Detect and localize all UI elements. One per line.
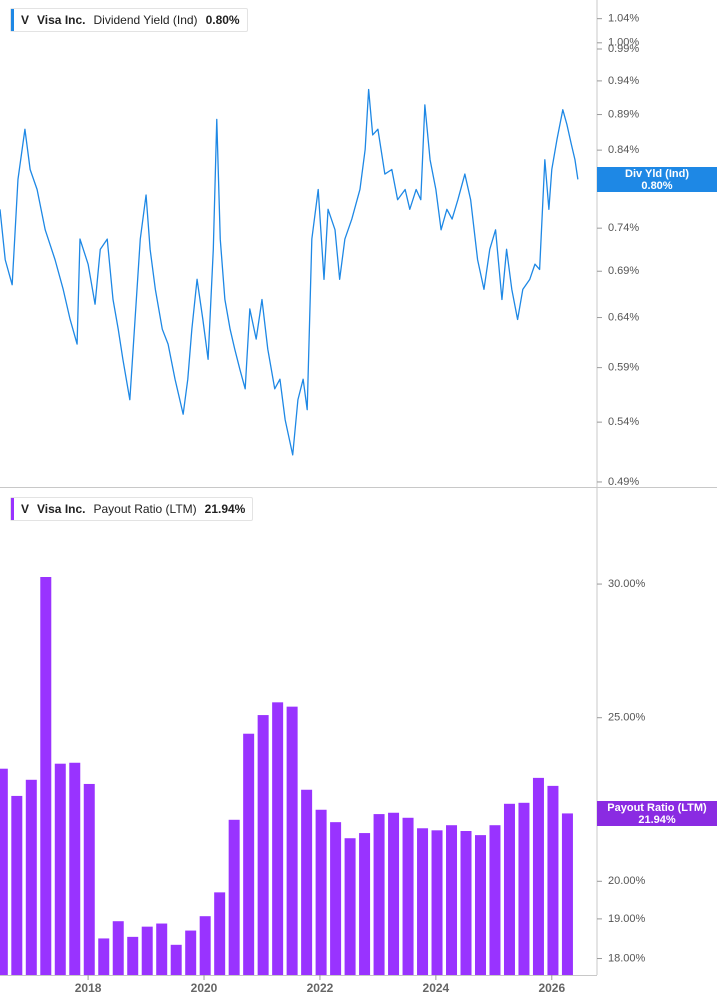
bar <box>141 926 153 975</box>
bar <box>532 777 544 975</box>
bar <box>112 921 124 975</box>
legend: V Visa Inc. Payout Ratio (LTM) 21.94% <box>10 497 254 521</box>
legend-company: Visa Inc. <box>37 13 86 27</box>
line-series <box>0 88 579 456</box>
bar-plot <box>0 577 573 975</box>
badge-value: 21.94% <box>638 813 676 826</box>
y-tick-label: 30.00% <box>608 578 646 590</box>
y-tick-label: 19.00% <box>608 913 646 925</box>
y-tick-label: 25.00% <box>608 712 646 724</box>
bar <box>40 577 52 975</box>
axes: 1.04%1.00%0.99%0.94%0.89%0.84%0.79%0.74%… <box>75 13 646 996</box>
bar <box>199 916 211 975</box>
bar <box>547 785 559 975</box>
bar <box>503 803 515 975</box>
bar <box>446 825 458 975</box>
x-tick-label: 2022 <box>307 981 334 995</box>
bar <box>474 835 486 975</box>
legend-swatch <box>11 498 14 520</box>
bar <box>272 702 284 975</box>
bar <box>11 795 23 975</box>
y-tick-label: 0.74% <box>608 222 639 234</box>
bar <box>286 706 298 975</box>
bar <box>460 831 472 975</box>
bar <box>127 936 139 975</box>
y-tick-label: 1.00% <box>608 37 639 49</box>
legend-ticker: V <box>21 502 30 516</box>
bar <box>214 892 226 975</box>
y-tick-label: 1.04% <box>608 13 639 25</box>
bar <box>417 828 429 975</box>
x-tick-label: 2024 <box>423 981 450 995</box>
badge-value: 0.80% <box>641 179 673 192</box>
bar <box>69 762 81 975</box>
bar <box>315 809 327 975</box>
y-tick-label: 0.49% <box>608 476 639 488</box>
x-tick-label: 2020 <box>191 981 218 995</box>
last-value-badge: Payout Ratio (LTM) 21.94% <box>597 800 717 826</box>
bar <box>83 783 95 975</box>
legend-series: Dividend Yield (Ind) <box>93 13 198 27</box>
y-tick-label: 20.00% <box>608 875 646 887</box>
bar <box>402 817 414 975</box>
bar <box>98 938 110 975</box>
y-tick-label: 0.84% <box>608 144 639 156</box>
bar <box>54 763 66 975</box>
y-tick-label: 0.94% <box>608 75 639 87</box>
bar <box>388 812 400 975</box>
legend-value: 21.94% <box>204 502 246 516</box>
y-tick-label: 0.99% <box>608 43 639 55</box>
y-tick-label: 0.59% <box>608 362 639 374</box>
bar <box>257 715 269 975</box>
x-tick-label: 2026 <box>538 981 565 995</box>
y-tick-label: 18.00% <box>608 952 646 964</box>
bar <box>228 819 240 975</box>
bar <box>170 944 182 975</box>
bar <box>373 814 385 975</box>
bar <box>301 789 313 975</box>
legend: V Visa Inc. Dividend Yield (Ind) 0.80% <box>10 8 248 32</box>
bar <box>359 833 371 975</box>
bar <box>25 779 37 975</box>
legend-swatch <box>11 9 14 31</box>
y-tick-label: 0.69% <box>608 265 639 277</box>
legend-value: 0.80% <box>205 13 240 27</box>
badge-title: Payout Ratio (LTM) <box>607 801 707 814</box>
legend-company: Visa Inc. <box>37 502 86 516</box>
y-tick-label: 0.89% <box>608 108 639 120</box>
bar <box>243 733 255 975</box>
bar <box>156 923 168 975</box>
line-plot <box>0 88 579 456</box>
bar <box>518 802 530 975</box>
legend-ticker: V <box>21 13 30 27</box>
bar <box>489 825 501 975</box>
bar <box>0 768 8 975</box>
bar <box>185 930 197 975</box>
y-tick-label: 0.64% <box>608 311 639 323</box>
badge-title: Div Yld (Ind) <box>625 167 689 180</box>
bar <box>431 830 443 975</box>
y-tick-label: 0.54% <box>608 416 639 428</box>
legend-series: Payout Ratio (LTM) <box>93 502 197 516</box>
bar <box>561 813 573 975</box>
bar <box>330 822 342 975</box>
bar <box>344 838 356 975</box>
last-value-badge: Div Yld (Ind) 0.80% <box>597 166 717 192</box>
x-tick-label: 2018 <box>75 981 102 995</box>
